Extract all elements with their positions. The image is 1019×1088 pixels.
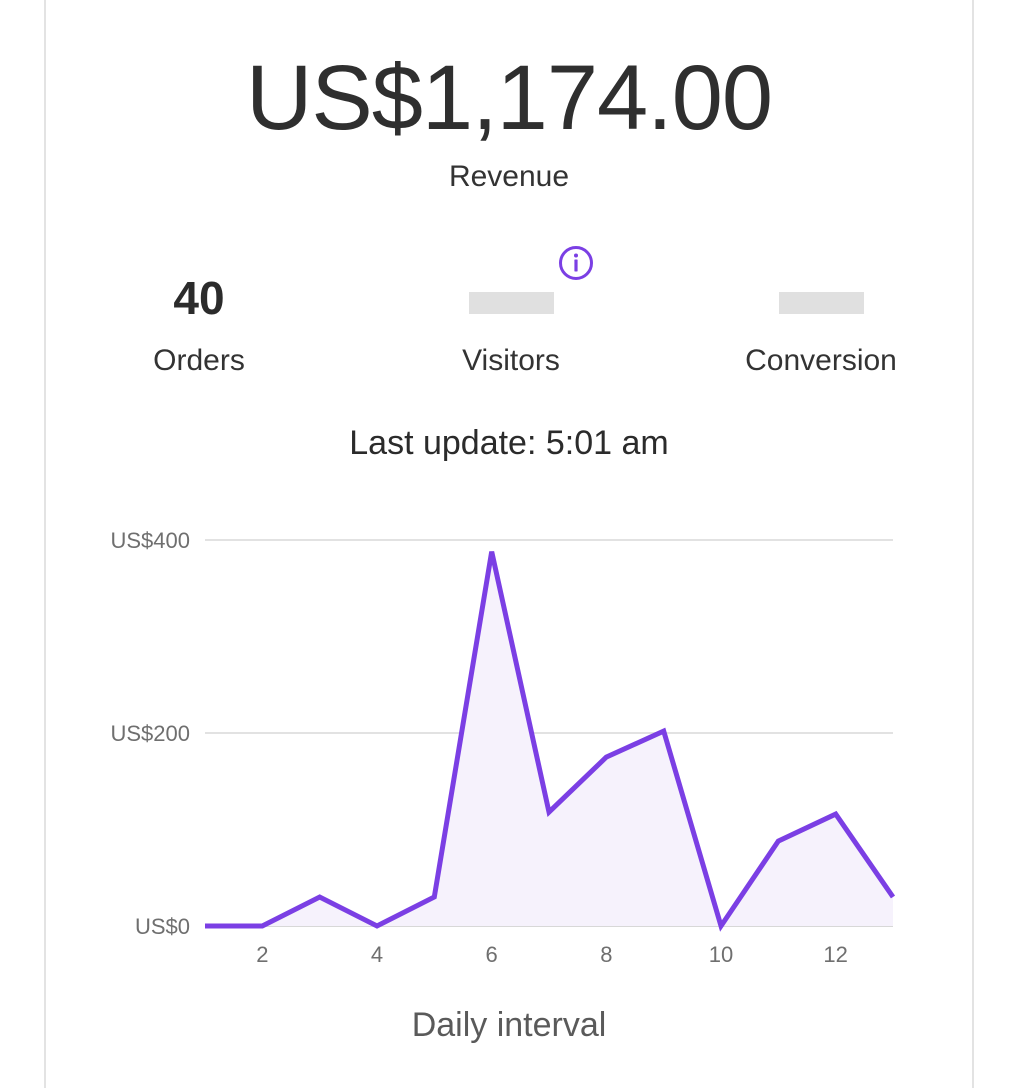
revenue-line-chart: US$0 US$200 US$400 2 4 6 8 10 12 bbox=[0, 0, 1019, 1000]
x-tick-label: 8 bbox=[600, 942, 612, 967]
area-fill-layer bbox=[205, 552, 893, 926]
x-tick-label: 10 bbox=[709, 942, 733, 967]
series-area bbox=[205, 552, 893, 926]
x-tick-labels: 2 4 6 8 10 12 bbox=[256, 942, 848, 967]
x-tick-label: 2 bbox=[256, 942, 268, 967]
y-tick-labels: US$0 US$200 US$400 bbox=[110, 528, 190, 939]
x-axis-title: Daily interval bbox=[46, 1004, 972, 1046]
x-tick-label: 12 bbox=[823, 942, 847, 967]
y-tick-label: US$0 bbox=[135, 914, 190, 939]
y-tick-label: US$200 bbox=[110, 721, 190, 746]
x-tick-label: 4 bbox=[371, 942, 383, 967]
x-tick-label: 6 bbox=[486, 942, 498, 967]
y-tick-label: US$400 bbox=[110, 528, 190, 553]
